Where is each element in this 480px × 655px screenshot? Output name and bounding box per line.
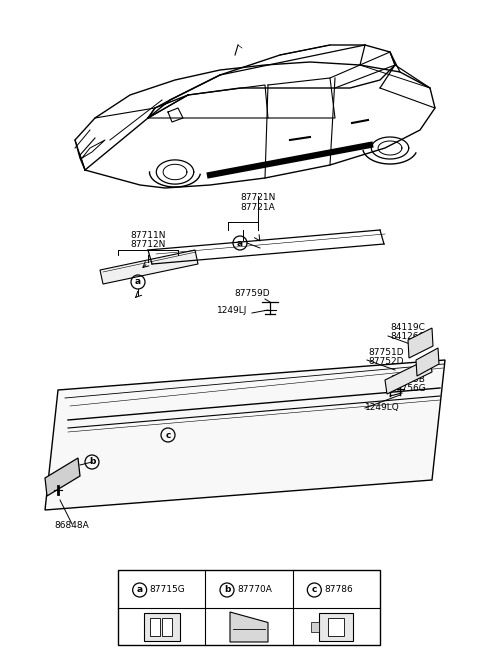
Text: 1249LJ: 1249LJ <box>217 306 247 315</box>
Polygon shape <box>100 250 198 284</box>
Text: 87712N: 87712N <box>130 240 166 249</box>
FancyBboxPatch shape <box>312 622 319 632</box>
Text: 87715G: 87715G <box>150 586 185 595</box>
Polygon shape <box>230 612 268 642</box>
Text: 87756G: 87756G <box>390 384 426 393</box>
Text: 87751D: 87751D <box>368 348 404 357</box>
Polygon shape <box>45 458 80 496</box>
Polygon shape <box>416 348 439 376</box>
Text: a: a <box>137 586 143 595</box>
Polygon shape <box>408 328 433 358</box>
FancyBboxPatch shape <box>328 618 344 636</box>
FancyBboxPatch shape <box>319 613 353 641</box>
Text: b: b <box>89 457 95 466</box>
FancyBboxPatch shape <box>144 613 180 641</box>
Text: 87721A: 87721A <box>240 203 276 212</box>
FancyBboxPatch shape <box>150 618 160 636</box>
Text: 84119C: 84119C <box>390 323 425 332</box>
FancyBboxPatch shape <box>162 618 172 636</box>
Text: 84126G: 84126G <box>390 332 425 341</box>
Text: a: a <box>237 238 243 248</box>
Text: 1249LQ: 1249LQ <box>365 403 400 412</box>
Polygon shape <box>45 360 445 510</box>
Text: b: b <box>224 586 230 595</box>
Text: 87755B: 87755B <box>390 375 425 384</box>
Text: 87752D: 87752D <box>368 357 404 366</box>
Text: 87711N: 87711N <box>130 231 166 240</box>
Text: c: c <box>165 430 171 440</box>
Text: 86848A: 86848A <box>55 521 89 530</box>
Text: 87721N: 87721N <box>240 193 276 202</box>
Text: a: a <box>135 278 141 286</box>
Text: 87786: 87786 <box>324 586 353 595</box>
Text: 87759D: 87759D <box>234 289 270 298</box>
Polygon shape <box>385 358 432 394</box>
Text: c: c <box>312 586 317 595</box>
Text: 87770A: 87770A <box>237 586 272 595</box>
